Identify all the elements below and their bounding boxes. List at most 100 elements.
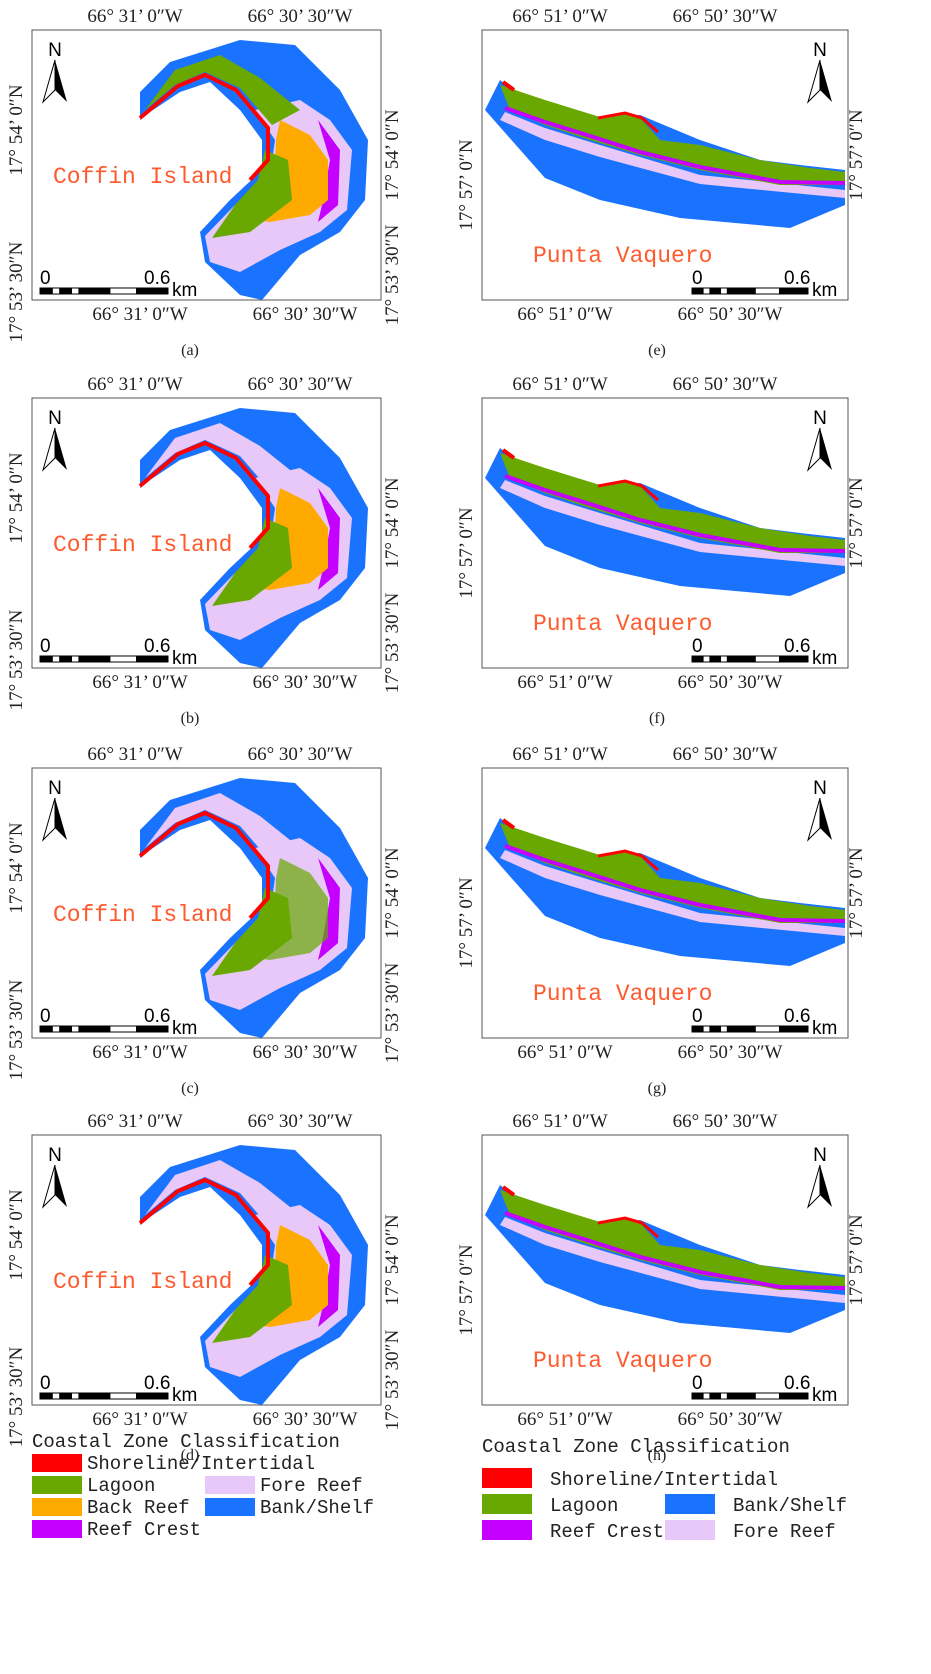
map-panel: 66° 31’ 0″W 66° 30’ 30″W 66° 31’ 0″W 66° 30…	[6, 6, 403, 359]
bottom-coordinate: 66° 31’ 0″W	[92, 1409, 187, 1430]
legend-swatch	[205, 1476, 255, 1494]
top-coordinate: 66° 51’ 0″W	[512, 1111, 607, 1132]
lagoon	[145, 55, 300, 125]
scale-bar-segment	[78, 288, 111, 294]
lagoon	[500, 453, 845, 553]
right-coordinate: 17° 54’ 0″N	[382, 847, 403, 938]
legend-swatch	[665, 1494, 715, 1514]
scale-end: 0.6	[784, 1006, 810, 1027]
scale-unit: km	[172, 1018, 197, 1039]
reef-crest	[318, 488, 340, 590]
north-label: N	[813, 408, 827, 429]
bottom-coordinate: 66° 51’ 0″W	[517, 672, 612, 693]
scale-bar-segment	[692, 1026, 704, 1032]
shoreline	[501, 448, 516, 460]
scale-bar-segment	[136, 288, 168, 294]
scale-bar-segment	[779, 656, 808, 662]
scale-end: 0.6	[144, 1373, 170, 1394]
legend: Coastal Zone ClassificationShoreline/Int…	[482, 1436, 847, 1543]
scale-start: 0	[40, 1006, 51, 1027]
legend-label: Bank/Shelf	[733, 1495, 847, 1517]
shoreline	[501, 818, 516, 830]
scale-start: 0	[40, 1373, 51, 1394]
shoreline	[597, 479, 659, 502]
bottom-coordinate: 66° 50’ 30″W	[678, 1042, 783, 1063]
scale-bar-segment	[136, 656, 168, 662]
bottom-coordinate: 66° 50’ 30″W	[678, 1409, 783, 1430]
left-coordinate: 17° 53’ 30″N	[6, 609, 27, 710]
scale-bar-segment	[40, 1393, 53, 1399]
scale-bar-segment	[59, 1026, 72, 1032]
bottom-coordinate: 66° 30’ 30″W	[253, 304, 358, 325]
scale-start: 0	[692, 268, 703, 289]
panel-caption: (a)	[181, 342, 199, 359]
scale-unit: km	[172, 280, 197, 301]
right-coordinate: 17° 57’ 0″N	[846, 109, 867, 200]
map-panel: 66° 31’ 0″W 66° 30’ 30″W 66° 31’ 0″W 66° 30…	[6, 374, 403, 727]
map-panel: 66° 51’ 0″W 66° 50’ 30″W 66° 51’ 0″W 66° 50…	[456, 1111, 867, 1464]
shoreline	[138, 810, 270, 920]
fore-reef	[500, 850, 845, 936]
bottom-coordinate: 66° 51’ 0″W	[517, 1042, 612, 1063]
north-arrow	[55, 798, 67, 840]
place-name: Coffin Island	[53, 1269, 232, 1295]
right-coordinate: 17° 57’ 0″N	[846, 1214, 867, 1305]
fore-reef	[500, 112, 845, 198]
legend-swatch	[482, 1520, 532, 1540]
legend-title: Coastal Zone Classification	[482, 1436, 790, 1458]
lagoon	[500, 823, 845, 923]
map-panel: 66° 51’ 0″W 66° 50’ 30″W 66° 51’ 0″W 66° 50…	[456, 744, 867, 1097]
scale-unit: km	[812, 1385, 837, 1406]
shoreline	[501, 80, 516, 92]
left-coordinate: 17° 53’ 30″N	[6, 979, 27, 1080]
left-coordinate: 17° 54’ 0″N	[6, 1189, 27, 1280]
north-label: N	[48, 408, 62, 429]
scale-bar-segment	[59, 1393, 72, 1399]
lagoon	[212, 150, 292, 238]
top-coordinate: 66° 50’ 30″W	[673, 374, 778, 395]
scale-bar-segment	[709, 656, 721, 662]
lagoon	[145, 1160, 300, 1230]
shoreline	[138, 72, 270, 182]
scale-unit: km	[812, 280, 837, 301]
bottom-coordinate: 66° 31’ 0″W	[92, 304, 187, 325]
scale-bar-segment	[136, 1026, 168, 1032]
scale-unit: km	[812, 1018, 837, 1039]
place-name: Punta Vaquero	[533, 243, 712, 269]
scale-bar-segment	[726, 1026, 756, 1032]
north-label: N	[813, 1145, 827, 1166]
scale-bar-segment	[726, 288, 756, 294]
north-arrow	[820, 60, 832, 102]
legend-label: Reef Crest	[87, 1519, 201, 1541]
legend: Coastal Zone ClassificationShoreline/Int…	[32, 1431, 374, 1541]
left-coordinate: 17° 54’ 0″N	[6, 822, 27, 913]
scale-bar-segment	[59, 656, 72, 662]
scale-start: 0	[692, 1006, 703, 1027]
scale-unit: km	[172, 1385, 197, 1406]
right-coordinate: 17° 53’ 30″N	[382, 962, 403, 1063]
map-panel: 66° 31’ 0″W 66° 30’ 30″W 66° 31’ 0″W 66° 30…	[6, 744, 403, 1097]
north-arrow	[820, 1165, 832, 1207]
legend-label: Lagoon	[550, 1495, 618, 1517]
scale-bar-segment	[136, 1393, 168, 1399]
scale-bar-segment	[692, 1393, 704, 1399]
shoreline	[501, 1185, 516, 1197]
lagoon	[212, 888, 292, 976]
legend-swatch	[482, 1494, 532, 1514]
scale-start: 0	[40, 268, 51, 289]
top-coordinate: 66° 51’ 0″W	[512, 744, 607, 765]
shoreline	[597, 111, 659, 134]
lagoon	[500, 1190, 845, 1290]
legend-label: Back Reef	[87, 1497, 190, 1519]
scale-bar-segment	[709, 1393, 721, 1399]
reef-crest	[318, 1225, 340, 1327]
right-coordinate: 17° 53’ 30″N	[382, 1329, 403, 1430]
legend-label: Lagoon	[87, 1475, 155, 1497]
panel-caption: (h)	[648, 1447, 667, 1464]
panel-caption: (e)	[648, 342, 666, 359]
panel-caption: (g)	[648, 1080, 667, 1097]
top-coordinate: 66° 31’ 0″W	[87, 374, 182, 395]
lagoon	[145, 423, 300, 493]
top-coordinate: 66° 31’ 0″W	[87, 1111, 182, 1132]
